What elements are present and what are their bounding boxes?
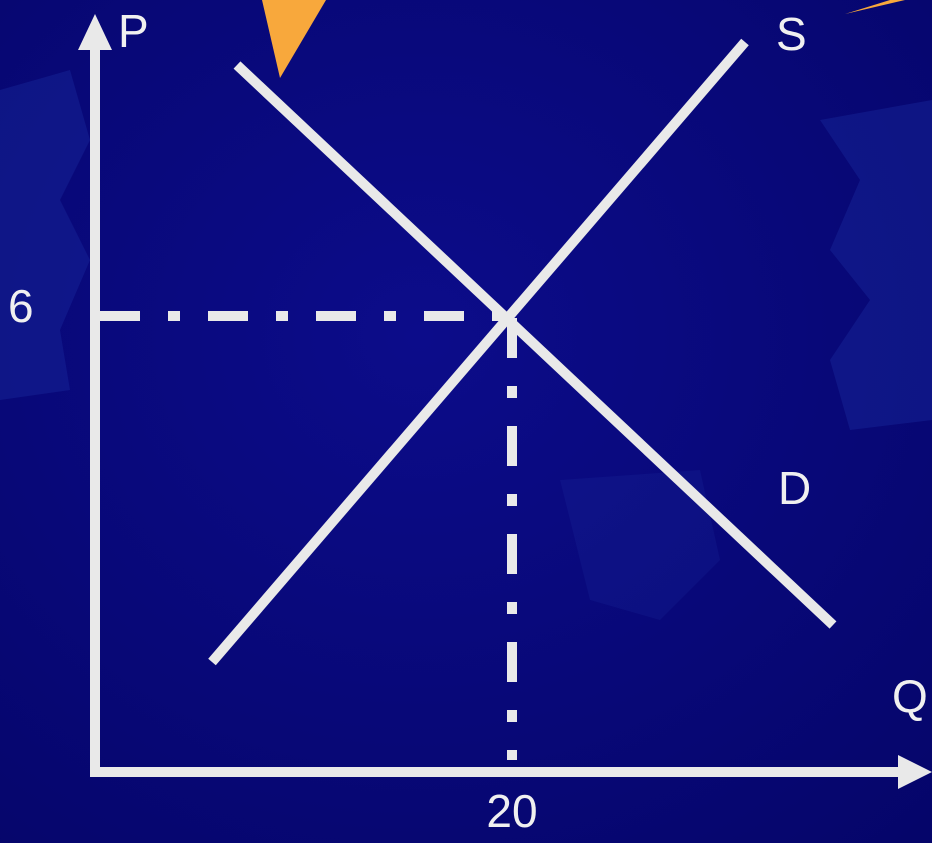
equilibrium-price: 6 — [8, 280, 34, 332]
y-axis-arrow — [78, 14, 112, 50]
callout-pointer — [845, 0, 905, 14]
supply-curve — [208, 38, 749, 666]
demand-label: D — [778, 462, 811, 514]
demand-curve — [233, 61, 837, 629]
supply-label: S — [776, 8, 807, 60]
gear-decoration — [0, 70, 932, 620]
y-axis-label: P — [118, 5, 149, 57]
x-axis-label: Q — [892, 670, 928, 722]
x-axis-arrow — [898, 755, 932, 789]
equilibrium-quantity: 20 — [486, 785, 537, 837]
callout-pointer — [262, 0, 326, 78]
